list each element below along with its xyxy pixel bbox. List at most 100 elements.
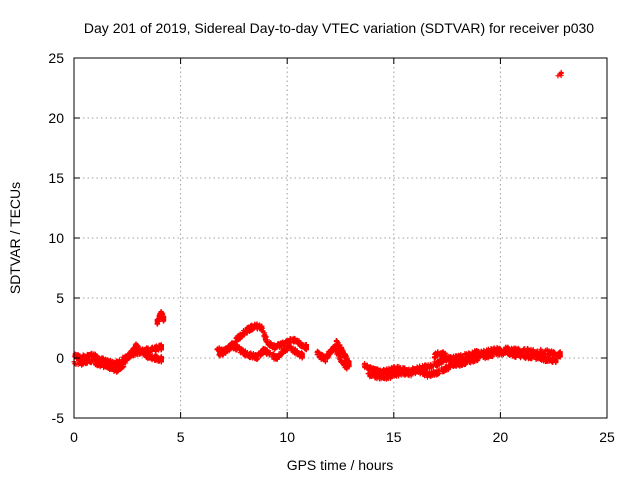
- data-point: [273, 344, 279, 350]
- data-point: [271, 352, 277, 358]
- data-point: [250, 354, 256, 360]
- data-point: [328, 348, 334, 354]
- data-point: [241, 330, 247, 336]
- data-point: [413, 367, 419, 373]
- data-point: [324, 353, 330, 359]
- data-point: [397, 365, 403, 371]
- axis-ticks: 0 5 10 15 20 25 -5 0 5 10 15 20 25: [48, 50, 615, 445]
- data-point: [225, 346, 231, 352]
- data-point: [246, 324, 252, 330]
- data-point: [109, 366, 115, 372]
- data-point: [522, 354, 528, 360]
- data-point: [366, 365, 372, 371]
- data-point: [527, 352, 533, 358]
- data-point: [120, 361, 126, 367]
- data-point: [428, 373, 434, 379]
- data-point: [434, 363, 440, 369]
- data-point: [141, 349, 147, 355]
- data-point: [375, 371, 381, 377]
- data-point: [92, 351, 98, 357]
- data-point: [288, 345, 294, 351]
- x-tick-label: 20: [493, 429, 509, 445]
- y-axis-label: SDTVAR / TECUs: [7, 182, 23, 294]
- x-axis-label: GPS time / hours: [287, 457, 394, 473]
- data-point: [242, 353, 248, 359]
- data-point: [75, 362, 81, 368]
- data-point: [422, 373, 428, 379]
- data-point: [278, 353, 284, 359]
- data-point: [334, 342, 340, 348]
- data-point: [553, 355, 559, 361]
- data-point: [98, 361, 104, 367]
- data-point: [133, 345, 139, 351]
- data-point: [516, 346, 522, 352]
- data-point: [475, 357, 481, 363]
- data-point: [88, 360, 94, 366]
- data-point: [432, 351, 438, 357]
- data-point: [274, 353, 280, 359]
- data-point: [114, 369, 120, 375]
- data-point: [259, 323, 265, 329]
- x-tick-label: 25: [599, 429, 615, 445]
- data-point: [464, 351, 470, 357]
- data-point: [261, 349, 267, 355]
- data-point: [266, 342, 272, 348]
- data-point: [242, 348, 248, 354]
- data-point: [222, 350, 228, 356]
- data-point: [530, 353, 536, 359]
- data-point: [126, 352, 132, 358]
- data-point: [333, 348, 339, 354]
- data-points: [71, 69, 564, 382]
- data-point: [92, 358, 98, 364]
- y-tick-label: 25: [48, 50, 64, 66]
- chart-title: Day 201 of 2019, Sidereal Day-to-day VTE…: [84, 20, 594, 36]
- data-point: [74, 352, 80, 358]
- series-track-b: [71, 341, 164, 375]
- data-point: [254, 321, 260, 327]
- data-point: [154, 320, 160, 326]
- data-point: [440, 352, 446, 358]
- data-point: [215, 346, 221, 352]
- data-point: [401, 368, 407, 374]
- data-point: [451, 356, 457, 362]
- data-point: [376, 374, 382, 380]
- data-point: [161, 317, 167, 323]
- data-point: [370, 367, 376, 373]
- data-point: [446, 363, 452, 369]
- data-point: [105, 357, 111, 363]
- data-point: [117, 365, 123, 371]
- data-point: [254, 326, 260, 332]
- data-point: [80, 361, 86, 367]
- data-point: [246, 329, 252, 335]
- data-point: [545, 358, 551, 364]
- data-point: [218, 349, 224, 355]
- data-point: [546, 354, 552, 360]
- data-point: [362, 363, 368, 369]
- series-track-e: [216, 341, 305, 362]
- y-tick-label: 5: [56, 290, 64, 306]
- data-point: [471, 358, 477, 364]
- data-point: [299, 351, 305, 357]
- data-point: [396, 373, 402, 379]
- data-point: [557, 350, 563, 356]
- data-point: [129, 349, 135, 355]
- x-tick-label: 10: [279, 429, 295, 445]
- data-point: [287, 344, 293, 350]
- data-point: [253, 322, 259, 328]
- data-point: [487, 352, 493, 358]
- data-point: [473, 351, 479, 357]
- data-point: [384, 375, 390, 381]
- data-point: [549, 350, 555, 356]
- data-point: [339, 346, 345, 352]
- data-point: [519, 353, 525, 359]
- data-point: [454, 362, 460, 368]
- data-point: [436, 367, 442, 373]
- data-point: [511, 354, 517, 360]
- data-point: [293, 349, 299, 355]
- data-point: [346, 358, 352, 364]
- data-point: [532, 352, 538, 358]
- y-tick-label: -5: [52, 410, 65, 426]
- data-point: [529, 356, 535, 362]
- data-point: [259, 328, 265, 334]
